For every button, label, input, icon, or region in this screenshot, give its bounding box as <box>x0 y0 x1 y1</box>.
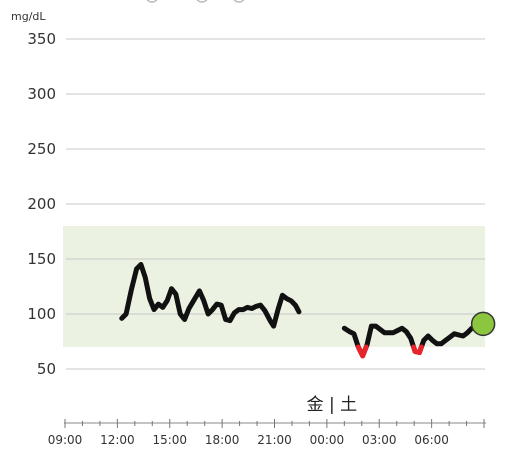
y-tick-label-300: 300 <box>27 85 56 103</box>
low-point <box>360 353 366 359</box>
page-indicator-dots[interactable] <box>146 0 245 3</box>
y-axis-unit-label: mg/dL <box>11 10 46 23</box>
y-tick-label-50: 50 <box>37 360 56 378</box>
x-tick-label: 12:00 <box>100 433 135 447</box>
x-tick-label: 00:00 <box>310 433 345 447</box>
y-tick-label-150: 150 <box>27 250 56 268</box>
glucose-lines <box>119 262 484 359</box>
low-point <box>416 350 422 355</box>
y-tick-label-100: 100 <box>27 305 56 323</box>
page-dot-3 <box>233 0 245 3</box>
y-tick-label-350: 350 <box>27 30 56 48</box>
target-range-band <box>63 226 485 347</box>
x-tick-label: 09:00 <box>48 433 83 447</box>
y-tick-label-200: 200 <box>27 195 56 213</box>
x-tick-label: 06:00 <box>414 433 449 447</box>
x-tick-label: 18:00 <box>205 433 240 447</box>
x-tick-label: 03:00 <box>362 433 397 447</box>
x-tick-label: 21:00 <box>257 433 292 447</box>
day-boundary-label: 金 | 土 <box>307 395 358 415</box>
page-dot-1 <box>146 0 158 3</box>
page-dot-2 <box>196 0 208 3</box>
current-reading-marker[interactable] <box>470 311 496 337</box>
x-tick-label: 15:00 <box>152 433 187 447</box>
low-point <box>412 348 418 354</box>
y-tick-label-250: 250 <box>27 140 56 158</box>
y-tick-labels: 50 100 150 200 250 300 350 <box>27 30 56 378</box>
x-axis: 09:00 12:00 15:00 18:00 21:00 00:00 03:00 06:00 <box>48 419 486 447</box>
series-line-1 <box>119 262 302 329</box>
